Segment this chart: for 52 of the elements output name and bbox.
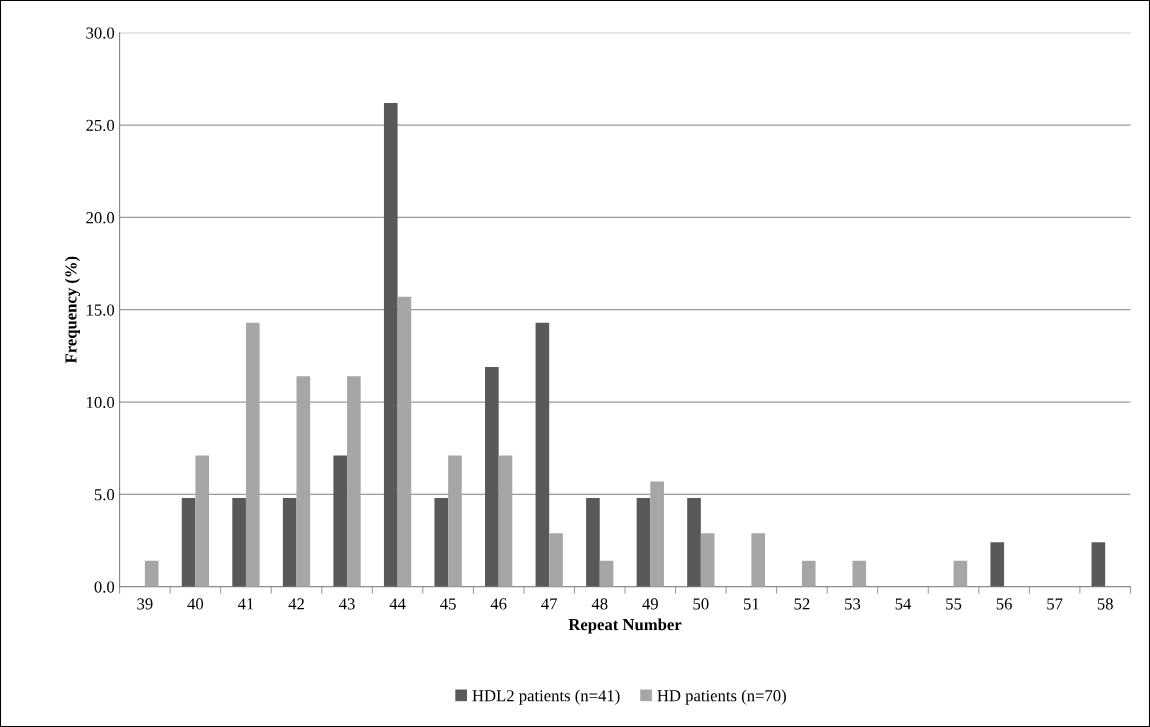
y-tick-label: 25.0 <box>86 119 115 132</box>
x-tick-label: 54 <box>895 598 912 610</box>
bar <box>852 560 867 587</box>
x-tick-label: 52 <box>794 598 810 610</box>
x-tick-label: 48 <box>591 598 608 610</box>
legend-label: HD patients (n=70) <box>657 689 786 705</box>
bar <box>549 533 563 587</box>
bar <box>181 498 196 587</box>
bar <box>700 533 715 587</box>
x-tick-label: 42 <box>288 598 304 610</box>
x-tick-label: 57 <box>1047 598 1063 610</box>
x-tick-label: 43 <box>339 598 355 610</box>
bar <box>282 498 297 587</box>
x-tick-label: 47 <box>541 598 558 610</box>
x-tick-label: 50 <box>693 598 709 610</box>
legend-label: HDL2 patients (n=41) <box>472 689 620 705</box>
bar <box>586 498 600 587</box>
y-tick-label: 10.0 <box>87 396 115 409</box>
x-tick-label: 51 <box>744 598 759 610</box>
x-tick-label: 53 <box>845 598 861 610</box>
bar <box>953 560 968 587</box>
bar <box>144 560 159 587</box>
x-tick-label: 41 <box>237 598 254 610</box>
bar <box>232 498 246 587</box>
x-tick-label: 55 <box>946 598 962 610</box>
x-tick-label: 49 <box>642 598 658 610</box>
y-tick-label: 0.0 <box>94 581 115 593</box>
bar <box>687 498 701 587</box>
y-tick-label: 30.0 <box>86 27 115 39</box>
bar <box>751 533 766 587</box>
x-tick-label: 45 <box>440 598 456 610</box>
bar <box>599 560 614 587</box>
bar <box>1091 542 1106 587</box>
x-tick-label: 46 <box>490 598 507 610</box>
bar <box>485 366 499 587</box>
x-tick-label: 40 <box>187 598 204 610</box>
bar <box>434 498 449 587</box>
bar <box>383 102 398 587</box>
bar <box>636 498 651 587</box>
bar <box>801 560 816 587</box>
x-axis-title: Repeat Number <box>568 618 682 634</box>
bar <box>535 322 550 587</box>
x-tick-label: 44 <box>389 598 406 610</box>
y-tick-label: 15.0 <box>87 304 115 316</box>
y-tick-label: 5.0 <box>94 489 115 501</box>
x-tick-label: 56 <box>996 598 1012 610</box>
x-tick-label: 39 <box>137 598 153 610</box>
y-axis-title: Frequency (%) <box>64 256 81 364</box>
bar <box>990 542 1005 587</box>
y-tick-label: 20.0 <box>86 212 115 224</box>
bar <box>333 455 348 587</box>
x-tick-label: 58 <box>1097 598 1113 610</box>
